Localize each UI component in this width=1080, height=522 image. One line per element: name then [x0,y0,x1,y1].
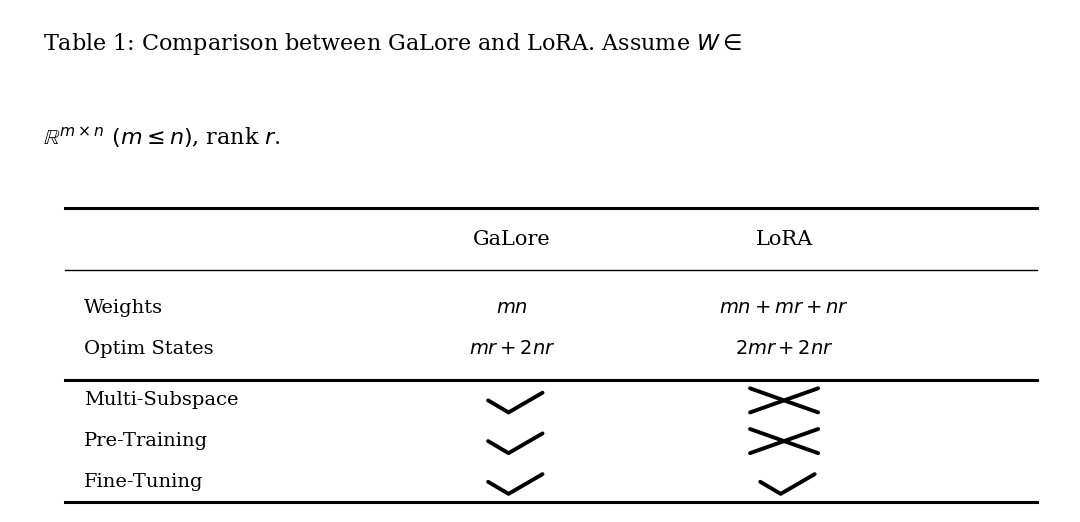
Text: Fine-Tuning: Fine-Tuning [84,473,204,491]
Text: $2mr + 2nr$: $2mr + 2nr$ [734,340,834,358]
Text: $mn$: $mn$ [496,299,528,317]
Text: Table 1: Comparison between GaLore and LoRA. Assume $W \in$: Table 1: Comparison between GaLore and L… [43,31,742,57]
Text: $mr + 2nr$: $mr + 2nr$ [469,340,555,358]
Text: GaLore: GaLore [473,230,551,248]
Text: $\mathbb{R}^{m \times n}$ $(m \leq n)$, rank $r$.: $\mathbb{R}^{m \times n}$ $(m \leq n)$, … [43,125,281,151]
Text: Weights: Weights [84,299,163,317]
Text: Pre-Training: Pre-Training [84,432,208,450]
Text: Optim States: Optim States [84,340,214,358]
Text: LoRA: LoRA [755,230,813,248]
Text: $mn + mr + nr$: $mn + mr + nr$ [719,299,849,317]
Text: Multi-Subspace: Multi-Subspace [84,392,239,409]
